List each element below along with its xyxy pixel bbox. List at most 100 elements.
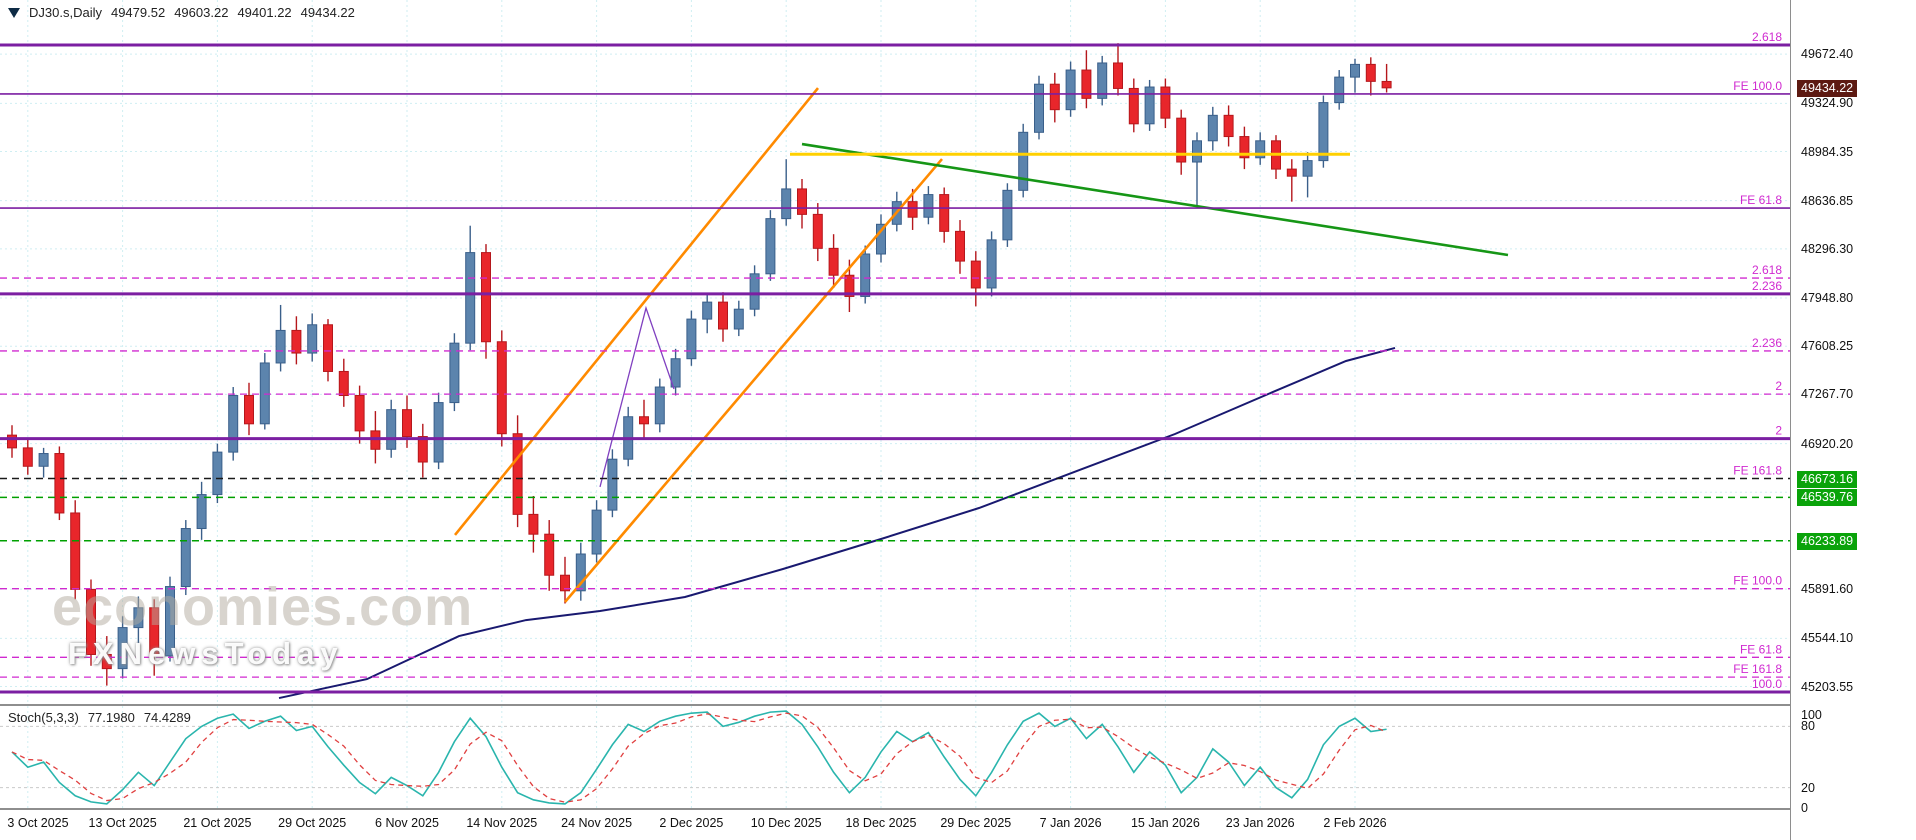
level-label: FE 100.0	[1733, 574, 1782, 588]
candle	[323, 324, 333, 372]
candle	[133, 607, 144, 629]
price-axis-label: 47608.25	[1801, 339, 1854, 354]
level-label: 2.236	[1752, 336, 1782, 350]
ohlc-high-value: 49603.22	[174, 5, 229, 20]
price-axis[interactable]: 49672.40 49434.22 49324.90 48984.35 48636.85…	[1790, 0, 1916, 840]
level-label: FE 161.8	[1733, 464, 1782, 478]
date-axis-label: 14 Nov 2025	[466, 816, 538, 830]
green-trendline[interactable]	[801, 142, 1509, 257]
candle	[496, 341, 507, 435]
symbol-timeframe-label: DJ30.s,Daily	[29, 5, 102, 20]
candle	[1286, 168, 1297, 177]
orange-channel-lower-line[interactable]	[564, 158, 943, 603]
level-label: 2	[1775, 424, 1782, 438]
candle	[702, 301, 713, 320]
date-axis-label: 29 Dec 2025	[940, 816, 1012, 830]
date-axis-label: 18 Dec 2025	[845, 816, 917, 830]
level-label: 2	[1775, 379, 1782, 393]
moving-average-line[interactable]	[278, 347, 1396, 700]
candles-layer	[7, 43, 1392, 686]
date-axis-label: 29 Oct 2025	[278, 816, 347, 830]
stoch-k-line[interactable]	[11, 710, 1387, 805]
price-axis-label: 49672.40	[1801, 47, 1854, 62]
candle	[860, 253, 871, 297]
level-label: FE 100.0	[1733, 79, 1782, 93]
candle	[7, 434, 17, 449]
orange-channel-upper-line[interactable]	[453, 87, 820, 536]
candle	[1350, 63, 1360, 78]
candle	[1113, 62, 1123, 89]
candle	[275, 329, 286, 364]
date-axis-label: 2 Feb 2026	[1323, 816, 1387, 830]
candle	[307, 324, 318, 354]
candle	[828, 247, 839, 276]
candle	[1302, 160, 1313, 177]
pane-separator[interactable]	[0, 704, 1916, 706]
price-axis-label: 48984.35	[1801, 144, 1854, 159]
date-axis-label: 6 Nov 2025	[375, 816, 439, 830]
candle	[544, 533, 555, 576]
date-axis-label: 21 Oct 2025	[183, 816, 252, 830]
price-axis-label: 47267.70	[1801, 387, 1854, 402]
candle	[607, 458, 618, 511]
candle	[1018, 131, 1029, 191]
candle	[1239, 136, 1250, 159]
candle	[86, 588, 96, 655]
stoch-d-line[interactable]	[11, 712, 1387, 803]
current-price-badge: 49434.22	[1797, 79, 1858, 97]
candle	[718, 301, 728, 330]
price-axis-label: 45544.10	[1801, 631, 1854, 646]
pane-separator[interactable]	[0, 808, 1916, 810]
date-axis-label: 10 Dec 2025	[750, 816, 822, 830]
level-price-badge: 46539.76	[1797, 489, 1858, 507]
date-axis-label: 7 Jan 2026	[1039, 816, 1102, 830]
candle	[797, 188, 807, 215]
candle	[228, 395, 239, 453]
level-label: FE 161.8	[1733, 662, 1782, 676]
candle	[560, 574, 570, 592]
level-price-badge: 46233.89	[1797, 532, 1858, 550]
candle	[433, 402, 444, 463]
date-axis-label: 13 Oct 2025	[88, 816, 157, 830]
candle	[844, 274, 855, 297]
candle	[259, 362, 270, 425]
stoch-axis-label: 20	[1801, 780, 1815, 795]
candle	[196, 494, 207, 530]
ohlc-close-value: 49434.22	[300, 5, 355, 20]
ohlc-low-value: 49401.22	[237, 5, 292, 20]
price-axis-label: 46920.20	[1801, 436, 1854, 451]
candle	[749, 273, 760, 310]
price-axis-label: 48636.85	[1801, 193, 1854, 208]
date-axis-label: 23 Jan 2026	[1225, 816, 1295, 830]
time-axis[interactable]: 3 Oct 2025 13 Oct 2025 21 Oct 2025 29 Oct 2…	[0, 812, 1790, 840]
level-label: 2.236	[1752, 279, 1782, 293]
main-chart-canvas[interactable]: 2.618 FE 100.0 FE 61.8 2.618 2.236 2.236 2 2 FE …	[0, 0, 1790, 704]
level-label: FE 61.8	[1740, 193, 1782, 207]
candle	[970, 260, 981, 289]
candle	[939, 194, 950, 232]
purple-zigzag-line[interactable]	[599, 305, 675, 488]
candle	[149, 607, 160, 657]
candle	[512, 433, 523, 515]
level-label: 2.618	[1752, 30, 1782, 44]
candle	[1002, 189, 1013, 241]
candle	[591, 509, 602, 555]
candle	[639, 416, 649, 425]
candle	[1365, 63, 1376, 82]
candle	[1034, 83, 1044, 133]
price-axis-label: 45203.55	[1801, 679, 1854, 694]
candle	[955, 230, 965, 262]
platform-logo-icon	[8, 7, 20, 18]
candle	[117, 627, 128, 670]
candle	[291, 329, 302, 354]
candle	[907, 201, 918, 218]
candle	[1176, 117, 1187, 163]
date-axis-label: 15 Jan 2026	[1130, 816, 1200, 830]
price-axis-label: 48296.30	[1801, 241, 1854, 256]
candle	[101, 653, 112, 670]
candle	[465, 252, 476, 344]
candle	[528, 513, 539, 535]
stochastic-pane-canvas[interactable]	[0, 706, 1790, 808]
candle	[449, 342, 460, 404]
